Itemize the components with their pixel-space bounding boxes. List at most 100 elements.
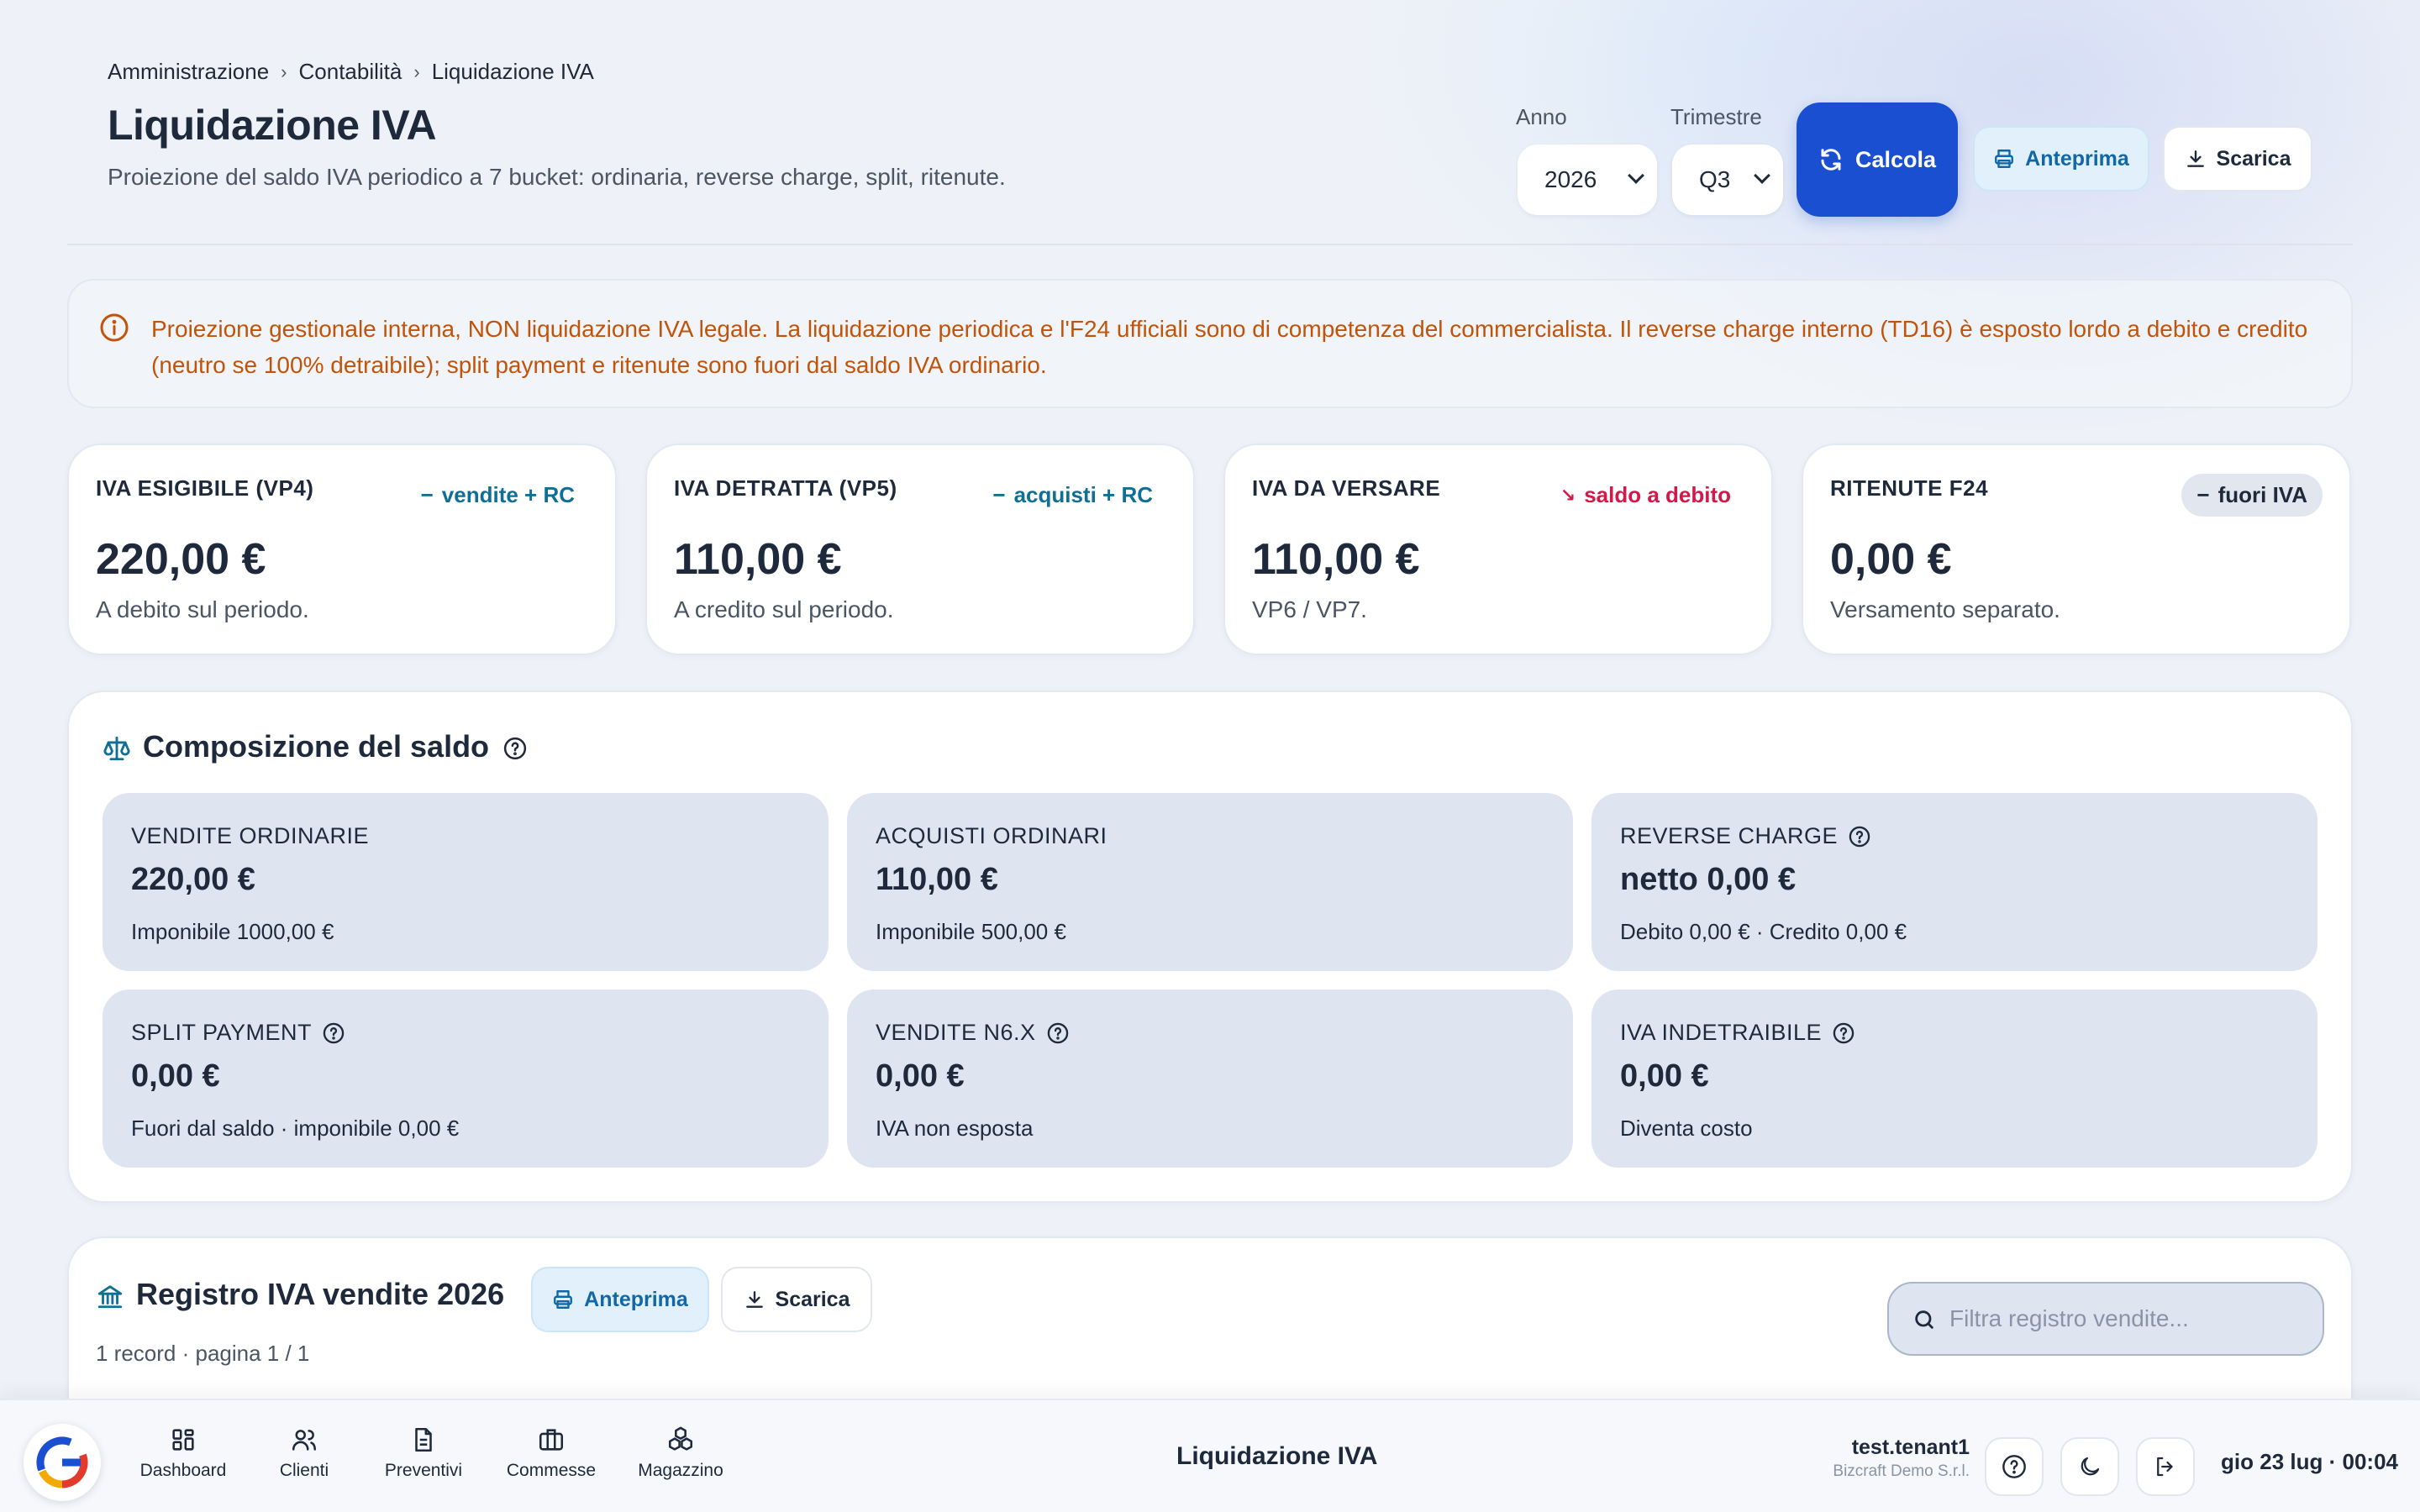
tile-label: SPLIT PAYMENT xyxy=(131,1020,345,1046)
nav-clienti[interactable]: Clienti xyxy=(245,1425,363,1481)
nav-label: Dashboard xyxy=(139,1461,227,1480)
info-circle-icon xyxy=(100,313,129,342)
tile-value: 0,00 € xyxy=(1620,1058,1709,1094)
search-placeholder: Filtra registro vendite... xyxy=(1949,1305,2189,1331)
scale-icon xyxy=(103,736,130,761)
nav-commesse[interactable]: Commesse xyxy=(492,1425,610,1481)
help-circle-icon[interactable] xyxy=(1046,1021,1070,1045)
kpi-value: 110,00 € xyxy=(1252,535,1420,584)
scarica-button-label: Scarica xyxy=(2216,146,2291,171)
warning-text: Proiezione gestionale interna, NON liqui… xyxy=(151,316,2308,378)
kpi-card-iva-esigibile: IVA ESIGIBILE (VP4) − vendite + RC 220,00… xyxy=(67,444,617,655)
kpi-value: 110,00 € xyxy=(674,535,842,584)
nav-preventivi[interactable]: Preventivi xyxy=(365,1425,482,1481)
tile-desc: Imponibile 500,00 € xyxy=(876,919,1066,944)
kpi-trend-label: acquisti + RC xyxy=(1013,482,1153,507)
page-title: Liquidazione IVA xyxy=(108,102,437,149)
help-circle-icon[interactable] xyxy=(502,736,528,761)
nav-magazzino[interactable]: Magazzino xyxy=(622,1425,739,1481)
registro-scarica-label: Scarica xyxy=(775,1287,850,1311)
app-logo[interactable] xyxy=(24,1424,101,1501)
logo-icon xyxy=(36,1436,88,1488)
clock: gio 23 lug · 00:04 xyxy=(2221,1449,2398,1474)
anteprima-button-label: Anteprima xyxy=(2025,146,2129,171)
tile-value: 0,00 € xyxy=(131,1058,220,1094)
logout-icon xyxy=(2157,1457,2173,1477)
anno-select-value: 2026 xyxy=(1544,166,1597,192)
kpi-title: RITENUTE F24 xyxy=(1830,475,1989,501)
current-page-title: Liquidazione IVA xyxy=(1176,1442,1378,1470)
grid-icon xyxy=(172,1429,194,1451)
tile-label-text: ACQUISTI ORDINARI xyxy=(876,823,1107,848)
composizione-panel: Composizione del saldo VENDITE ORDINARIE… xyxy=(67,690,2353,1203)
logout-button[interactable] xyxy=(2136,1437,2195,1496)
download-icon xyxy=(2186,150,2204,167)
registro-anteprima-button[interactable]: Anteprima xyxy=(531,1267,709,1332)
kpi-value: 220,00 € xyxy=(96,535,266,584)
kpi-trend: ↘ saldo a debito xyxy=(1560,482,1731,508)
chevron-down-icon xyxy=(1628,167,1644,184)
tile-acquisti-ordinari: ACQUISTI ORDINARI 110,00 € Imponibile 50… xyxy=(847,793,1573,971)
tile-label: REVERSE CHARGE xyxy=(1620,823,1871,849)
warning-banner: Proiezione gestionale interna, NON liqui… xyxy=(67,279,2353,408)
tile-label-text: VENDITE ORDINARIE xyxy=(131,823,370,848)
tile-iva-indetraibile: IVA INDETRAIBILE 0,00 € Diventa costo xyxy=(1591,990,2317,1168)
user-name[interactable]: test.tenant1 xyxy=(1851,1436,1970,1459)
registro-scarica-button[interactable]: Scarica xyxy=(721,1267,872,1332)
kpi-desc: A credito sul periodo. xyxy=(674,596,894,622)
page: Amministrazione › Contabilità › Liquidaz… xyxy=(67,59,2353,1488)
anno-select[interactable]: 2026 xyxy=(1518,144,1657,215)
tile-label: VENDITE ORDINARIE xyxy=(131,823,369,849)
minus-icon: − xyxy=(2196,482,2210,507)
tile-value: netto 0,00 € xyxy=(1620,862,1797,897)
tile-vendite-ordinarie: VENDITE ORDINARIE 220,00 € Imponibile 10… xyxy=(103,793,829,971)
trimestre-label: Trimestre xyxy=(1670,104,1762,129)
calcola-button[interactable]: Calcola xyxy=(1797,102,1958,217)
help-circle-icon[interactable] xyxy=(1848,825,1871,848)
kpi-card-iva-detratta: IVA DETRATTA (VP5) − acquisti + RC 110,00… xyxy=(645,444,1195,655)
tile-value: 110,00 € xyxy=(876,862,998,897)
nav-label: Clienti xyxy=(279,1461,329,1480)
breadcrumb-item-contabilita[interactable]: Contabilità xyxy=(298,59,402,84)
chevron-down-icon xyxy=(1754,167,1770,184)
briefcase-icon xyxy=(539,1429,564,1451)
search-icon xyxy=(1915,1310,1933,1329)
printer-icon xyxy=(1995,150,2014,168)
kpi-trend-label: fuori IVA xyxy=(2217,482,2307,507)
help-button[interactable] xyxy=(1985,1437,2044,1496)
registro-meta: 1 record · pagina 1 / 1 xyxy=(96,1341,310,1366)
nav-label: Preventivi xyxy=(384,1461,463,1480)
tile-label: ACQUISTI ORDINARI xyxy=(876,823,1107,849)
theme-toggle-button[interactable] xyxy=(2060,1437,2119,1496)
kpi-trend-label: saldo a debito xyxy=(1584,482,1731,507)
trimestre-select-value: Q3 xyxy=(1699,166,1731,192)
composizione-title: Composizione del saldo xyxy=(143,729,490,764)
kpi-trend: − fuori IVA xyxy=(2181,474,2323,517)
refresh-icon xyxy=(1821,149,1841,171)
kpi-card-ritenute-f24: RITENUTE F24 − fuori IVA 0,00 € Versament… xyxy=(1802,444,2351,655)
scarica-button[interactable]: Scarica xyxy=(2163,126,2312,192)
bottom-bar: Dashboard Clienti Preventivi Commesse Ma… xyxy=(0,1399,2420,1512)
document-icon xyxy=(415,1427,432,1452)
breadcrumb-item-current: Liquidazione IVA xyxy=(431,59,594,84)
kpi-desc: Versamento separato. xyxy=(1830,596,2060,622)
kpi-trend: − acquisti + RC xyxy=(992,482,1153,508)
help-circle-icon[interactable] xyxy=(1832,1021,1855,1045)
anno-label: Anno xyxy=(1516,104,1567,129)
tile-vendite-n6x: VENDITE N6.X 0,00 € IVA non esposta xyxy=(847,990,1573,1168)
breadcrumb-item-amministrazione[interactable]: Amministrazione xyxy=(108,59,270,84)
tile-desc: Imponibile 1000,00 € xyxy=(131,919,334,944)
help-circle-icon[interactable] xyxy=(322,1021,345,1045)
kpi-trend: − vendite + RC xyxy=(421,482,575,508)
help-circle-icon xyxy=(2002,1455,2026,1478)
registro-title: Registro IVA vendite 2026 xyxy=(136,1277,505,1311)
tile-split-payment: SPLIT PAYMENT 0,00 € Fuori dal saldo · i… xyxy=(103,990,829,1168)
tile-desc: Diventa costo xyxy=(1620,1116,1753,1141)
user-organization: Bizcraft Demo S.r.l. xyxy=(1833,1462,1970,1480)
breadcrumb: Amministrazione › Contabilità › Liquidaz… xyxy=(108,59,594,85)
anteprima-button[interactable]: Anteprima xyxy=(1973,126,2149,192)
printer-icon xyxy=(554,1290,573,1309)
nav-dashboard[interactable]: Dashboard xyxy=(124,1425,242,1481)
registro-search-input[interactable]: Filtra registro vendite... xyxy=(1887,1282,2324,1356)
trimestre-select[interactable]: Q3 xyxy=(1672,144,1783,215)
